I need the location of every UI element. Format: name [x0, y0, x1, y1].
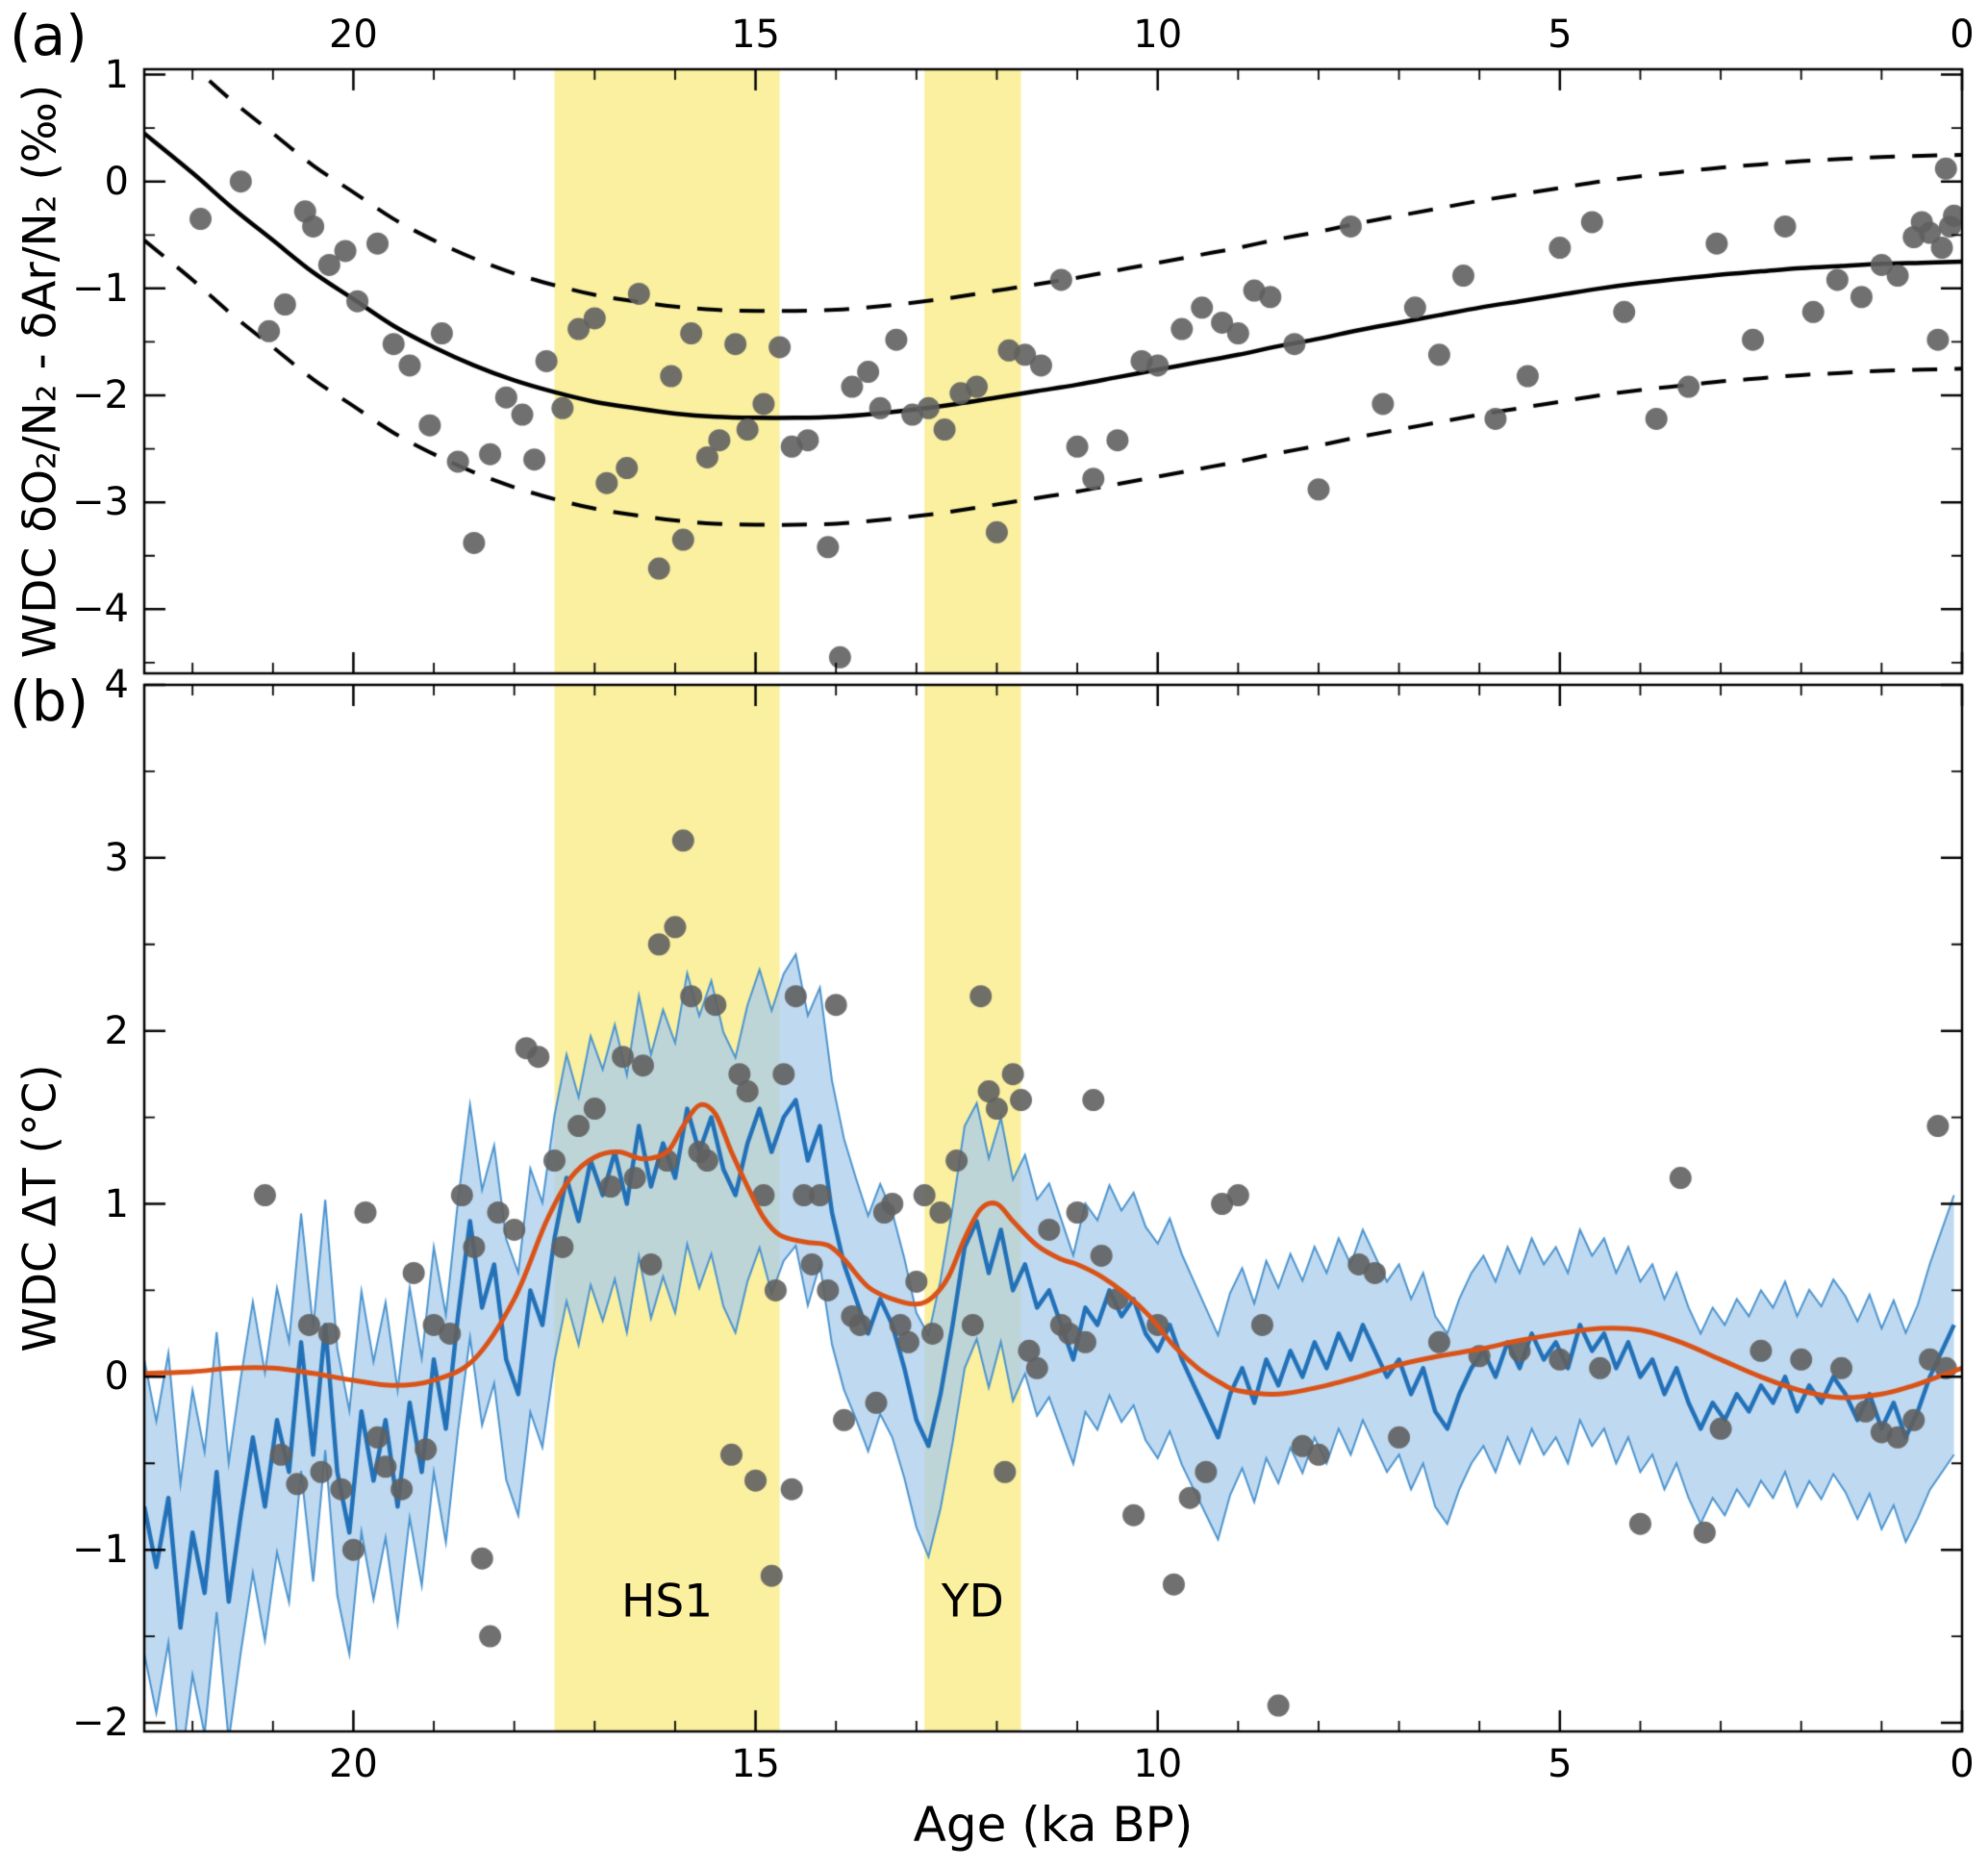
figure: (a) (b) WDC δO₂/N₂ - δAr/N₂ (‰) WDC ΔT (…	[0, 0, 1988, 1869]
chart-canvas	[0, 0, 1988, 1869]
